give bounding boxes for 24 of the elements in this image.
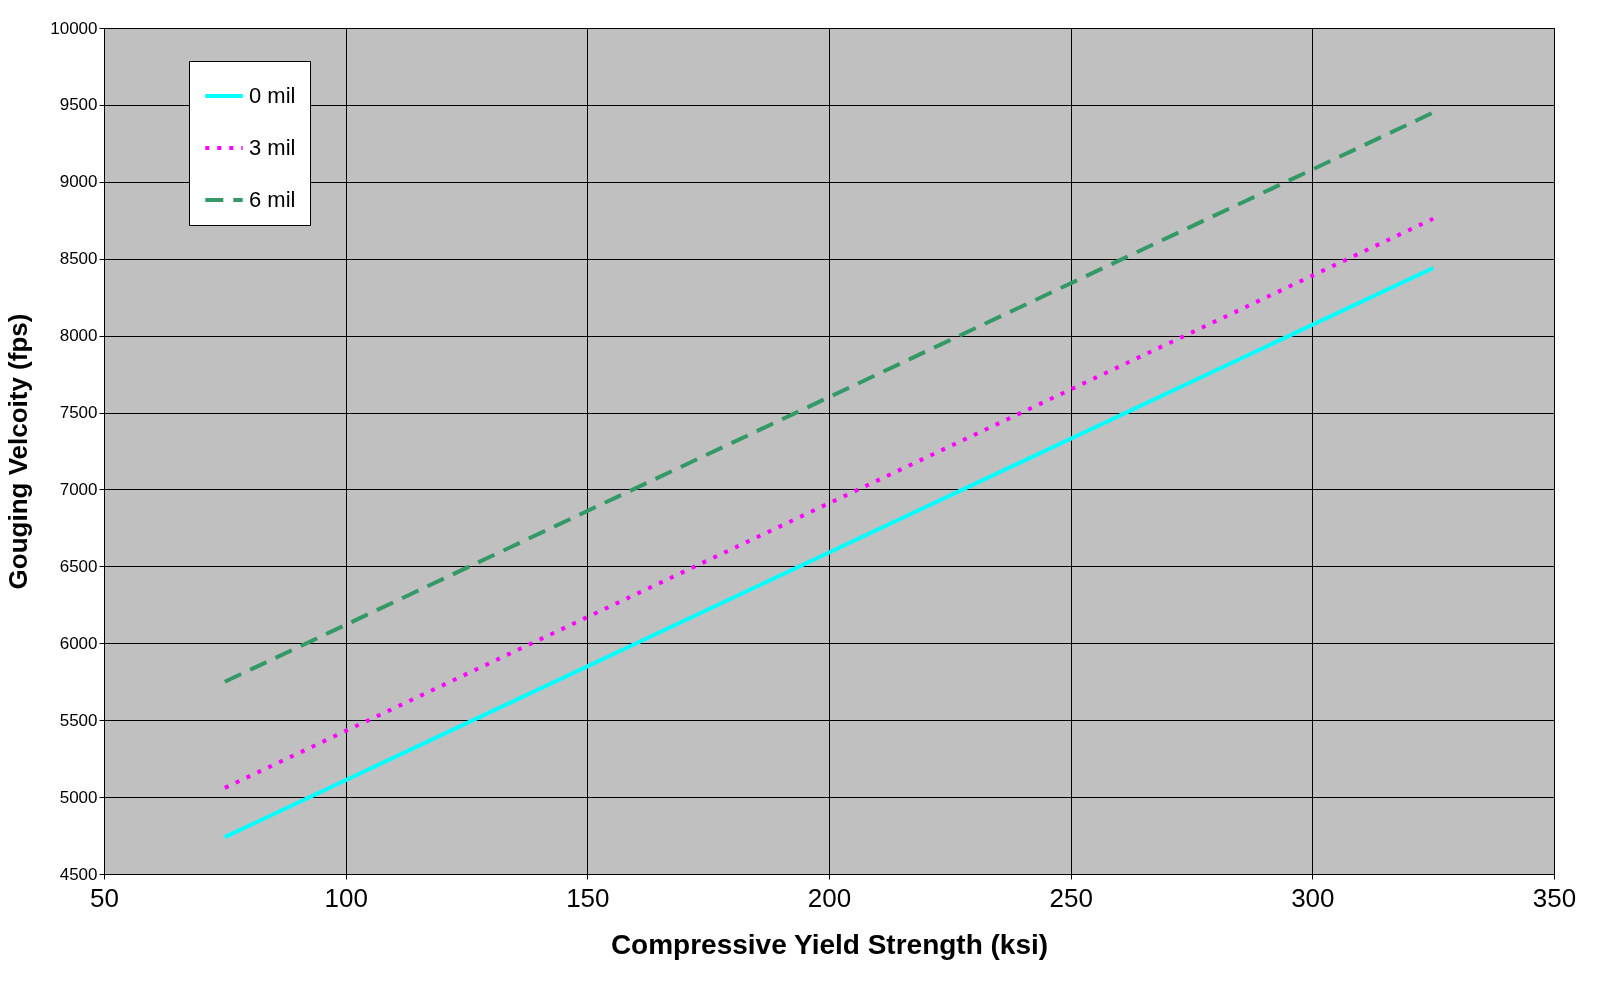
- y-axis-title: Gouging Velcoity (fps): [3, 313, 34, 590]
- y-tick-label: 7000: [59, 479, 98, 499]
- y-tick-label: 6500: [59, 556, 98, 576]
- x-tick-label: 300: [1291, 882, 1335, 913]
- x-tick-label: 350: [1532, 882, 1577, 913]
- x-tick-label: 250: [1049, 882, 1093, 913]
- legend-label: 0 mil: [249, 83, 296, 108]
- y-tick-label: 5000: [59, 787, 98, 807]
- y-tick-label: 10000: [50, 18, 98, 38]
- y-tick-label: 8500: [59, 249, 98, 269]
- x-tick-label: 100: [324, 882, 368, 913]
- y-tick-label: 9500: [59, 95, 98, 115]
- x-tick-label: 200: [807, 882, 852, 913]
- legend-label: 3 mil: [249, 135, 296, 160]
- x-tick-label: 50: [90, 882, 119, 913]
- y-tick-label: 5500: [59, 710, 98, 730]
- x-tick-label: 150: [566, 882, 610, 913]
- y-tick-label: 4500: [59, 864, 98, 884]
- y-tick-label: 9000: [59, 172, 98, 192]
- y-tick-label: 8000: [59, 326, 98, 346]
- y-tick-label: 7500: [59, 403, 98, 423]
- y-tick-label: 6000: [59, 633, 98, 653]
- legend-label: 6 mil: [249, 187, 296, 212]
- x-axis-title: Compressive Yield Strength (ksi): [610, 928, 1049, 960]
